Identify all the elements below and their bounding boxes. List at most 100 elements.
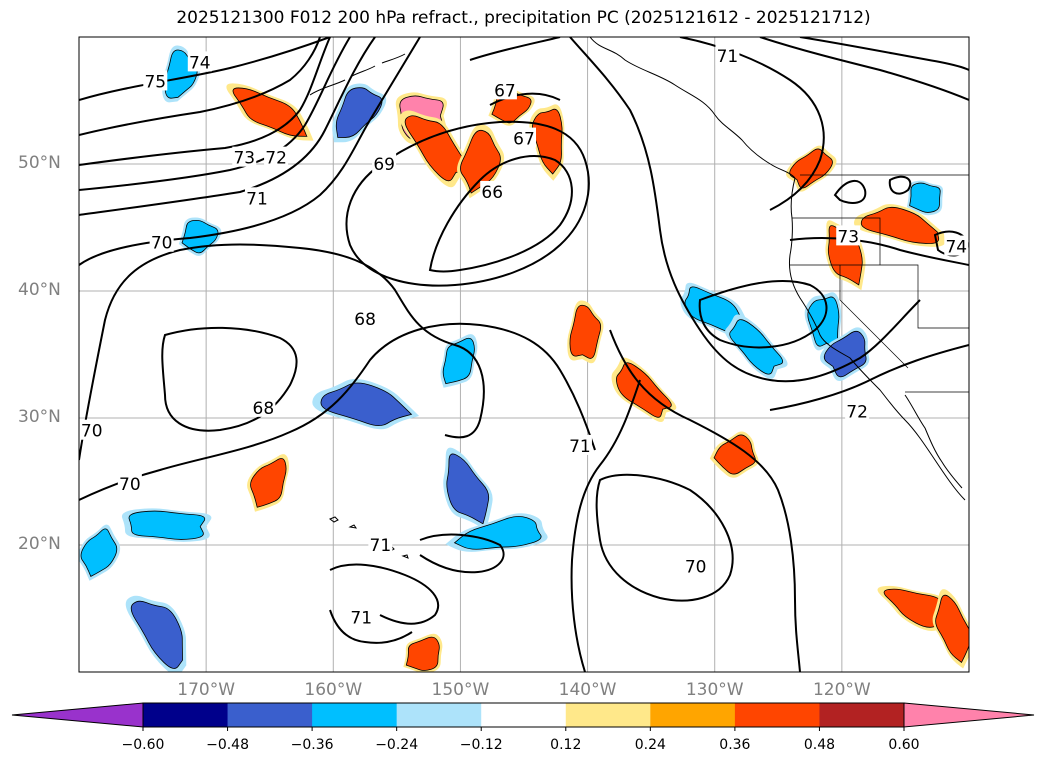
contour-line (428, 155, 573, 273)
precip-core (446, 453, 490, 525)
precip-core (935, 594, 969, 664)
precip-core (823, 330, 867, 378)
contour-label: 67 (513, 130, 535, 150)
contour-label-bg (245, 187, 269, 208)
contour-label: 67 (494, 81, 516, 101)
contour-label-bg (349, 606, 374, 627)
contour-label: 71 (370, 536, 392, 556)
coastline-pacific-northwest (789, 177, 966, 501)
colorbar-cell (734, 703, 820, 727)
contour-line (769, 344, 969, 411)
precip-region (403, 633, 443, 672)
precip-region (399, 110, 473, 188)
contour-line (79, 37, 331, 101)
contour-label-bg (836, 225, 861, 246)
chart-title: 2025121300 F012 200 hPa refract., precip… (176, 8, 871, 28)
lat-tick-label: 50°N (18, 153, 61, 173)
contour-line (79, 37, 421, 266)
contour-line (570, 379, 641, 672)
colorbar-cell (227, 703, 313, 727)
contour-label: 71 (350, 608, 372, 628)
precip-core (616, 362, 672, 418)
contour-label-bg (567, 434, 592, 455)
contour-line (79, 243, 485, 461)
precip-region (247, 454, 290, 512)
contour-line (79, 322, 596, 501)
precip-core (713, 434, 756, 475)
precip-region (443, 447, 493, 531)
colorbar-tick-label: 0.24 (634, 737, 666, 753)
precip-core (335, 87, 383, 138)
contour-line (833, 175, 912, 204)
contour-label: 73 (837, 227, 859, 247)
contour-label: 71 (569, 437, 591, 457)
contour-label: 73 (233, 149, 255, 169)
contour-line (789, 237, 969, 266)
colorbar-tick-label: 0.48 (803, 737, 836, 753)
contour-label-bg (492, 79, 517, 100)
colorbar-cell (396, 703, 482, 727)
precip-core (860, 206, 940, 244)
colorbar-extend-low (11, 702, 144, 728)
contour-line (595, 473, 734, 602)
contour-label: 72 (265, 149, 287, 169)
border-ca-nv (839, 265, 909, 369)
precip-region (709, 431, 759, 478)
border-or-ca (790, 264, 969, 329)
contour-label-bg (79, 419, 104, 440)
contour-label-bg (187, 51, 212, 72)
contour-line (329, 563, 440, 644)
contour-label-bg (149, 231, 174, 252)
colorbar-frame (142, 702, 905, 728)
contour-label-bg (683, 555, 708, 576)
precip-region (906, 180, 944, 216)
colorbar-tick-label: −0.60 (121, 737, 165, 753)
contour-label: 71 (717, 47, 739, 67)
contour-label: 69 (373, 155, 395, 175)
contour-label: 74 (189, 53, 211, 73)
contour-line (799, 37, 969, 71)
colorbar-extend-high (903, 702, 1035, 728)
precip-core (460, 129, 501, 194)
colorbar-cell (312, 703, 398, 727)
refractivity-contour-layer (79, 37, 969, 672)
colorbar-tick-label: −0.24 (375, 737, 419, 753)
precip-region (332, 83, 387, 143)
precip-core (250, 458, 287, 508)
precip-region (445, 513, 548, 552)
precip-core (453, 516, 542, 550)
coastline-layer (309, 37, 966, 559)
colorbar-tick-label: −0.48 (206, 737, 249, 753)
state-borders (790, 174, 969, 393)
contour-line (419, 533, 505, 574)
contour-label: 70 (81, 422, 103, 442)
contour-line (469, 37, 561, 106)
contour-line (569, 37, 921, 383)
precip-region (932, 589, 969, 669)
contour-label-bg (117, 473, 142, 494)
contour-line (79, 37, 331, 166)
plot-frame (78, 36, 970, 673)
contour-label: 75 (144, 72, 166, 92)
lon-tick-label: 130°W (685, 680, 744, 700)
lon-tick-label: 140°W (558, 680, 617, 700)
colorbar-cell (565, 703, 651, 727)
coastline-baja (904, 394, 963, 489)
contour-line (609, 329, 801, 672)
coastline-hawaii (328, 516, 409, 559)
colorbar-tick-label: 0.12 (550, 737, 582, 753)
contour-label: 68 (354, 310, 376, 330)
precip-core (909, 182, 941, 213)
contour-label: 71 (246, 189, 268, 209)
contour-label: 70 (685, 558, 707, 578)
contour-label-bg (143, 70, 168, 91)
precip-core (569, 304, 602, 359)
precip-region (854, 204, 946, 247)
contour-label: 70 (119, 475, 141, 495)
contour-line (759, 37, 969, 101)
contour-line (79, 37, 351, 191)
contour-label-bg (715, 45, 740, 66)
contour-label-bg (512, 127, 536, 148)
lat-tick-label: 40°N (18, 280, 61, 300)
contour-label-bg (845, 400, 870, 421)
